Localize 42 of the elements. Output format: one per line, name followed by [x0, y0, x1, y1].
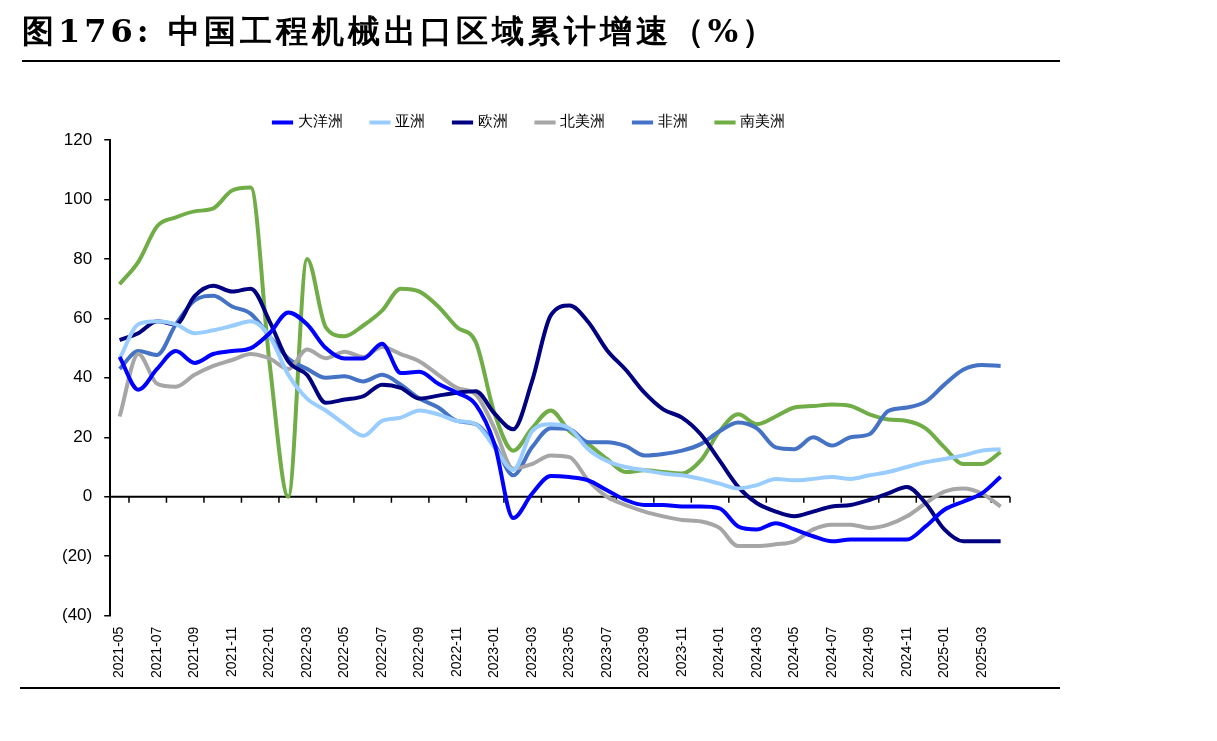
x-tick-label: 2024-11: [897, 626, 914, 677]
x-tick-label: 2024-05: [785, 626, 802, 679]
y-tick-label: (20): [62, 545, 93, 565]
chart-title: 图176: 中国工程机械出口区域累计增速（%）: [22, 10, 1060, 62]
x-tick-label: 2023-09: [635, 626, 652, 679]
x-tick-label: 2022-05: [335, 626, 352, 679]
legend-label: 亚洲: [395, 112, 425, 131]
legend-label: 大洋洲: [297, 112, 343, 131]
y-tick-label: 120: [63, 129, 93, 149]
y-tick-label: 40: [73, 367, 93, 387]
x-tick-label: 2022-07: [372, 626, 389, 679]
x-tick-label: 2022-01: [260, 626, 277, 679]
x-tick-label: 2025-03: [972, 626, 989, 679]
x-tick-label: 2024-07: [822, 626, 839, 679]
legend-label: 欧洲: [477, 112, 508, 131]
x-tick-label: 2023-05: [560, 626, 577, 679]
legend-label: 南美洲: [740, 112, 785, 131]
x-tick-label: 2021-11: [222, 626, 239, 677]
y-tick-label: 100: [63, 189, 93, 209]
legend-label: 北美洲: [560, 112, 605, 131]
x-tick-label: 2021-07: [147, 626, 164, 679]
y-tick-label: (40): [62, 605, 93, 625]
x-tick-label: 2023-01: [485, 626, 502, 679]
x-tick-label: 2024-01: [710, 626, 727, 679]
x-tick-label: 2023-03: [522, 626, 539, 679]
x-tick-label: 2023-11: [672, 626, 689, 677]
x-tick-label: 2024-03: [747, 626, 764, 679]
x-tick-label: 2025-01: [935, 626, 952, 679]
x-tick-label: 2022-11: [447, 626, 464, 677]
y-tick-label: 80: [73, 248, 93, 268]
x-tick-label: 2022-03: [297, 626, 314, 679]
y-tick-label: 20: [73, 426, 93, 446]
x-tick-label: 2023-07: [597, 626, 614, 679]
y-tick-label: 60: [73, 308, 93, 328]
x-tick-label: 2021-09: [185, 626, 202, 679]
line-series: [117, 344, 1003, 549]
x-tick-label: 2022-09: [410, 626, 427, 679]
line-series: [117, 319, 1003, 491]
legend-label: 非洲: [657, 112, 688, 131]
y-tick-label: 0: [82, 486, 93, 506]
x-tick-label: 2024-09: [860, 626, 877, 679]
x-tick-label: 2021-05: [110, 626, 127, 679]
